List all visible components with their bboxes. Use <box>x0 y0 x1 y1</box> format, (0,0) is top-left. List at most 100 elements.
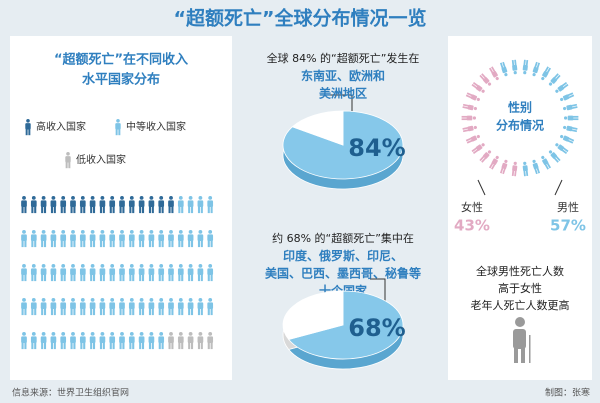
person-icon <box>70 230 76 248</box>
person-icon <box>177 264 184 282</box>
person-icon <box>109 332 116 350</box>
person-icon <box>168 196 174 214</box>
person-icon <box>207 264 214 282</box>
person-icon <box>109 264 116 282</box>
person-icon <box>21 230 27 248</box>
person-icon <box>99 298 106 316</box>
text-line: “超额死亡”在不同收入 <box>54 52 188 68</box>
person-icon <box>128 298 135 316</box>
person-icon <box>465 92 480 102</box>
person-icon <box>138 264 145 282</box>
person-icon <box>563 125 578 133</box>
legend-label: 中等收入国家 <box>126 120 186 133</box>
person-icon <box>119 264 125 282</box>
person-icon <box>128 332 135 350</box>
person-icon <box>40 298 47 316</box>
person-icon <box>50 298 57 316</box>
person-icon <box>138 332 145 350</box>
person-icon <box>548 73 561 86</box>
person-icon <box>30 196 37 214</box>
text-line: 水平国家分布 <box>82 72 160 88</box>
person-icon <box>158 264 165 282</box>
person-icon <box>158 230 165 248</box>
person-icon <box>119 332 125 350</box>
person-icon <box>563 103 578 111</box>
person-icon <box>187 332 194 350</box>
credit: 制图：张寒 <box>545 387 590 399</box>
person-icon <box>158 332 165 350</box>
person-icon <box>207 196 214 214</box>
person-icon <box>197 196 204 214</box>
person-icon <box>499 159 508 175</box>
pie-slice <box>288 290 404 360</box>
text-line: 美国、巴西、墨西哥、秘鲁等 <box>265 266 421 281</box>
text-line: 性别 <box>507 100 532 115</box>
leader-line <box>322 94 353 118</box>
person-icon <box>21 264 27 282</box>
person-icon <box>511 59 518 75</box>
person-icon <box>70 332 76 350</box>
person-icon <box>555 81 569 93</box>
text-line: 印度、俄罗斯、印尼、 <box>283 248 403 263</box>
person-icon <box>499 61 508 77</box>
person-icon <box>158 298 165 316</box>
person-icon <box>70 298 76 316</box>
person-icon <box>168 298 174 316</box>
person-icon <box>79 230 86 248</box>
person-icon <box>479 73 492 86</box>
person-icon <box>187 230 194 248</box>
person-icon <box>99 332 106 350</box>
person-icon <box>40 196 47 214</box>
leader-line <box>477 179 486 196</box>
person-icon <box>89 298 96 316</box>
elderly-icon <box>513 317 531 363</box>
person-icon <box>99 264 106 282</box>
person-icon <box>148 298 155 316</box>
person-icon <box>21 332 27 350</box>
text-line: 美洲地区 <box>319 86 367 101</box>
person-icon <box>148 230 155 248</box>
person-icon <box>40 264 47 282</box>
person-icon <box>70 264 76 282</box>
legend-icon <box>25 119 31 136</box>
text-line: 分布情况 <box>496 118 544 133</box>
person-icon <box>177 230 184 248</box>
person-icon <box>109 298 116 316</box>
person-icon <box>119 196 125 214</box>
person-icon <box>89 332 96 350</box>
person-icon <box>548 150 561 163</box>
person-icon <box>60 332 67 350</box>
value-label: 43% <box>454 217 490 235</box>
legend-label: 高收入国家 <box>36 120 86 133</box>
person-icon <box>89 230 96 248</box>
person-icon <box>99 196 106 214</box>
person-icon <box>138 196 145 214</box>
person-icon <box>21 196 27 214</box>
person-icon <box>30 332 37 350</box>
person-icon <box>187 264 194 282</box>
person-icon <box>79 264 86 282</box>
person-icon <box>462 125 477 133</box>
person-icon <box>89 196 96 214</box>
value-label: 57% <box>550 217 586 235</box>
person-icon <box>197 332 204 350</box>
person-icon <box>511 161 518 177</box>
person-icon <box>488 66 499 81</box>
person-icon <box>522 59 529 75</box>
person-icon <box>197 264 204 282</box>
person-icon <box>40 230 47 248</box>
person-icon <box>109 230 116 248</box>
person-icon <box>488 155 499 170</box>
person-icon <box>138 298 145 316</box>
value-label: 68% <box>348 314 405 342</box>
person-icon <box>560 134 575 144</box>
person-icon <box>119 298 125 316</box>
person-icon <box>541 66 552 81</box>
value-label: 84% <box>348 134 405 162</box>
person-icon <box>158 196 165 214</box>
person-icon <box>138 230 145 248</box>
person-icon <box>70 196 76 214</box>
person-icon <box>148 196 155 214</box>
person-icon <box>128 230 135 248</box>
legend-icon <box>65 152 71 169</box>
